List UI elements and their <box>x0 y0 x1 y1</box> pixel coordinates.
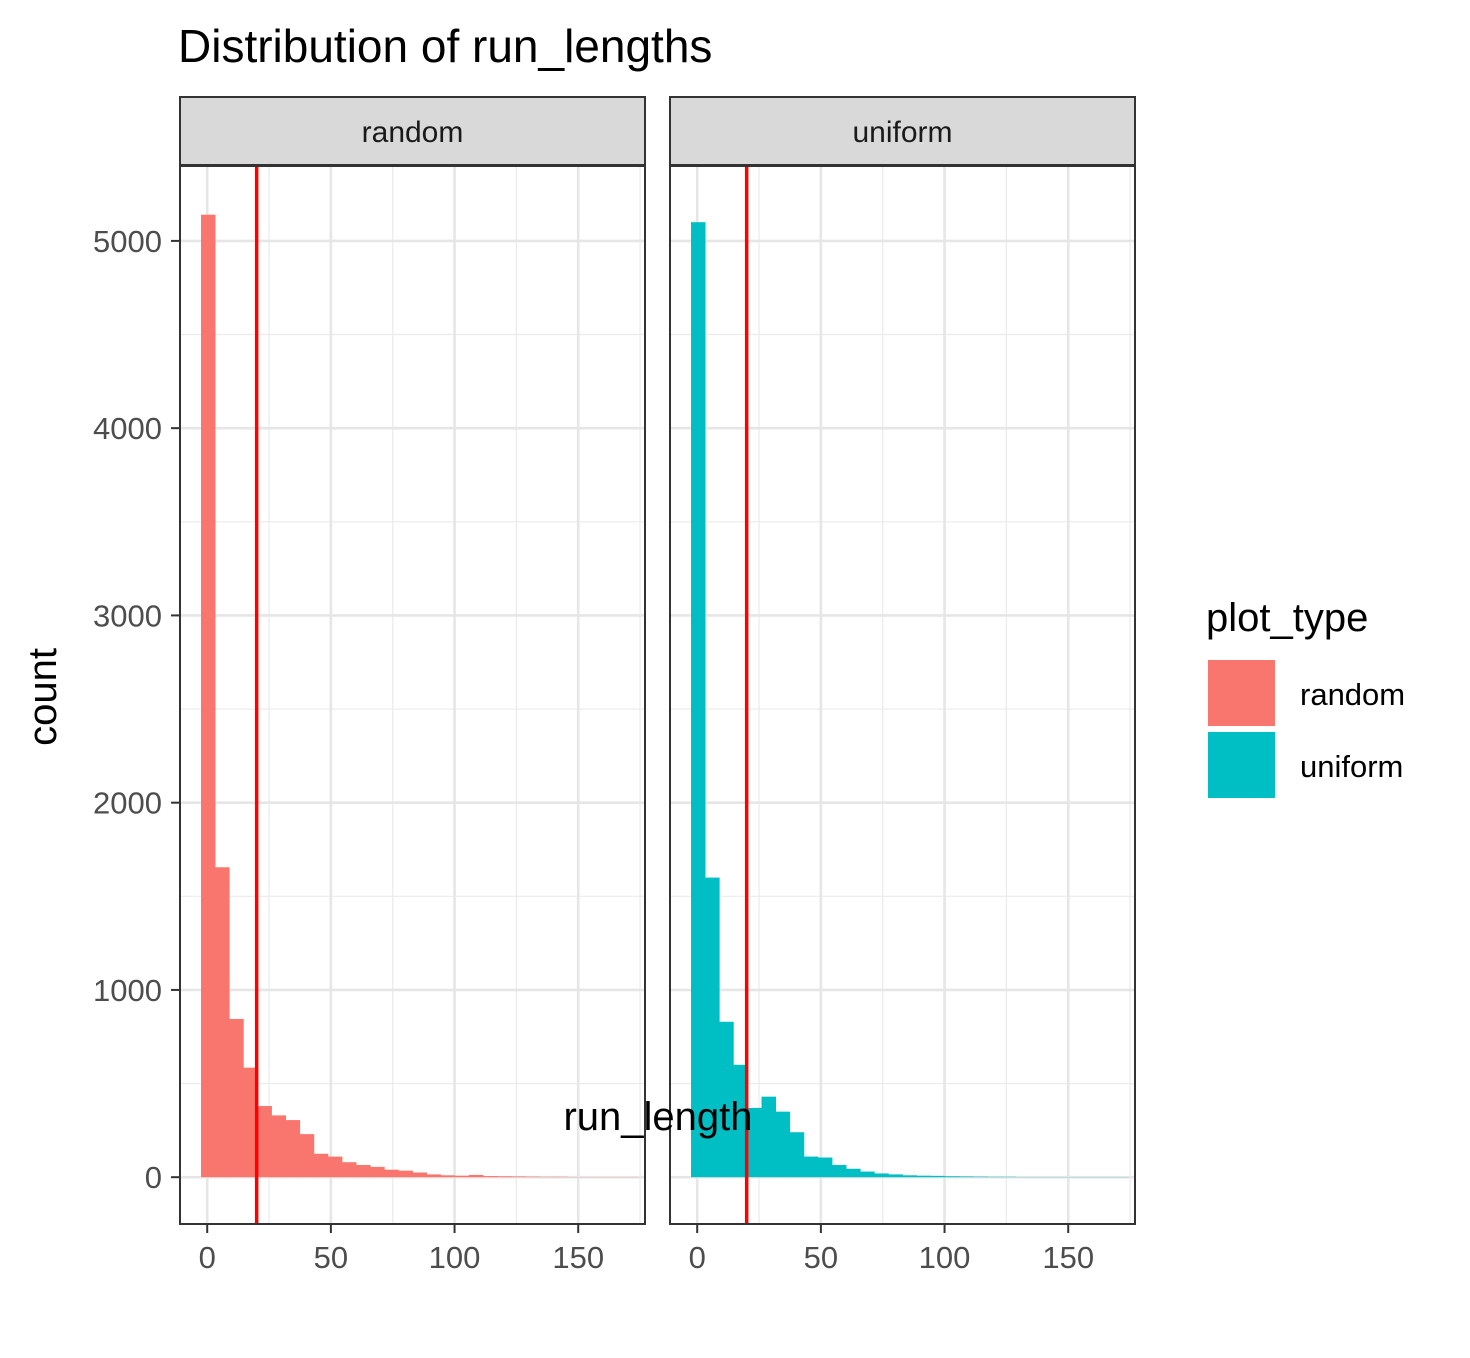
x-tick-label: 0 <box>689 1240 706 1275</box>
histogram-bar <box>271 1115 287 1178</box>
x-axis-title: run_length <box>563 1095 752 1139</box>
histogram-bar <box>916 1175 932 1178</box>
legend-label: random <box>1300 677 1405 712</box>
histogram-bar <box>285 1120 301 1178</box>
facet-panels: random 0 50 100 150 uniform 0 50 100 150 <box>179 96 1136 1275</box>
facet-strip <box>179 96 646 166</box>
legend-swatch <box>1208 660 1275 726</box>
histogram-bar <box>761 1096 777 1178</box>
histogram-bar <box>789 1132 805 1178</box>
histogram-bar <box>426 1174 442 1178</box>
x-tick-label: 0 <box>199 1240 216 1275</box>
histogram-bar <box>243 1067 258 1178</box>
histogram-bar <box>342 1162 357 1178</box>
x-tick-label: 100 <box>919 1240 971 1275</box>
histogram-bar <box>832 1165 847 1178</box>
x-tick-label: 50 <box>804 1240 838 1275</box>
facet-panel-random: random 0 50 100 150 <box>179 96 646 1275</box>
histogram-bar <box>803 1156 819 1178</box>
panel-border <box>179 165 646 1225</box>
histogram-bar <box>888 1174 903 1178</box>
x-tick-label: 100 <box>429 1240 481 1275</box>
histogram-bar <box>902 1175 917 1178</box>
chart-title: Distribution of run_lengths <box>178 20 712 72</box>
legend-title: plot_type <box>1206 596 1368 640</box>
histogram-bar <box>201 214 216 1178</box>
histogram-bar <box>972 1176 988 1178</box>
histogram-bar <box>747 1107 762 1178</box>
histogram-bar <box>327 1156 343 1178</box>
histogram-bar <box>412 1172 427 1178</box>
y-tick-label: 0 <box>145 1160 162 1195</box>
histogram-bar <box>846 1168 861 1178</box>
histogram-bar <box>229 1018 244 1178</box>
bars-random <box>201 214 639 1178</box>
y-tick-label: 4000 <box>93 411 162 446</box>
y-axis: 0 1000 2000 3000 4000 5000 <box>93 224 180 1195</box>
histogram-bar <box>817 1157 833 1178</box>
x-axis: 0 50 100 150 <box>199 1224 604 1275</box>
histogram-bar <box>398 1170 413 1178</box>
y-axis-title: count <box>21 648 65 746</box>
x-tick-label: 150 <box>552 1240 604 1275</box>
bars-uniform <box>691 222 1129 1178</box>
histogram-bar <box>497 1176 512 1178</box>
histogram-bar <box>691 222 706 1178</box>
x-tick-label: 50 <box>314 1240 348 1275</box>
histogram-bar <box>705 877 720 1178</box>
legend-label: uniform <box>1300 749 1403 784</box>
facet-strip-label: random <box>362 116 464 149</box>
y-tick-label: 1000 <box>93 973 162 1008</box>
histogram-bar <box>215 867 230 1178</box>
histogram-bar <box>370 1166 385 1178</box>
histogram-bar <box>719 1021 734 1178</box>
histogram-bar <box>958 1176 974 1178</box>
y-tick-label: 5000 <box>93 224 162 259</box>
histogram-bar <box>356 1165 371 1178</box>
panel-background <box>180 166 645 1224</box>
legend-item-random: random <box>1208 660 1405 726</box>
facet-panel-uniform: uniform 0 50 100 150 <box>669 96 1136 1275</box>
histogram-bar <box>313 1153 329 1178</box>
histogram-bar <box>468 1174 484 1178</box>
legend: plot_type random uniform <box>1206 596 1405 798</box>
histogram-bar <box>944 1176 960 1178</box>
y-tick-label: 3000 <box>93 598 162 633</box>
histogram-bar <box>454 1175 470 1178</box>
x-axis: 0 50 100 150 <box>689 1224 1094 1275</box>
histogram-bar <box>440 1175 456 1178</box>
histogram-bar <box>733 1064 748 1178</box>
histogram-bar <box>930 1175 946 1178</box>
facet-strip-label: uniform <box>852 116 952 149</box>
histogram-bar <box>482 1176 498 1178</box>
histogram-bar <box>860 1171 875 1178</box>
legend-swatch <box>1208 732 1275 798</box>
legend-item-uniform: uniform <box>1208 732 1403 798</box>
histogram-bar <box>257 1106 272 1178</box>
histogram-bar <box>874 1173 889 1178</box>
histogram-bar <box>384 1169 399 1178</box>
histogram-bar <box>299 1134 315 1178</box>
histogram-bar <box>775 1111 791 1178</box>
histogram-bar <box>511 1176 526 1178</box>
y-tick-label: 2000 <box>93 786 162 821</box>
x-tick-label: 150 <box>1042 1240 1094 1275</box>
histogram-bar <box>525 1176 540 1178</box>
panel-border <box>669 165 1136 1225</box>
